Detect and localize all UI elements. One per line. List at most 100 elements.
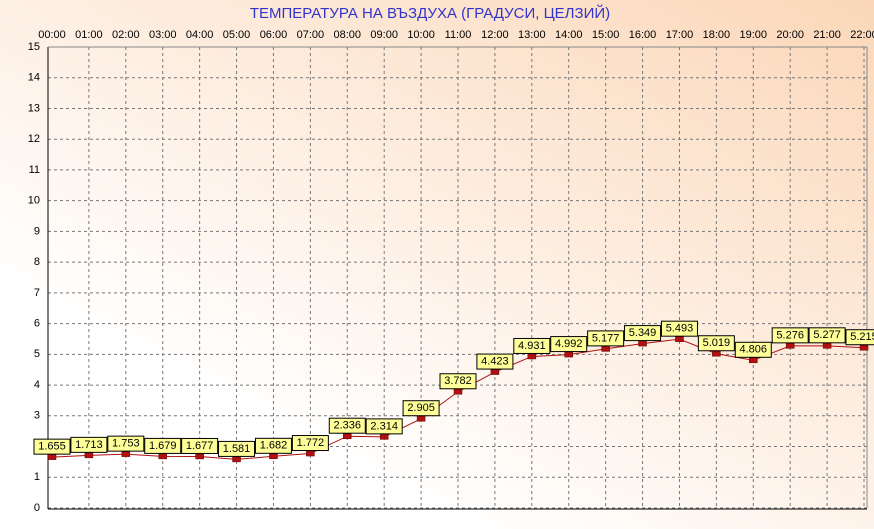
value-label: 2.314 <box>370 420 398 432</box>
value-label-box <box>33 438 71 455</box>
value-label-box <box>144 437 182 454</box>
value-label-box <box>734 341 772 358</box>
value-label-box <box>550 336 588 353</box>
point-marker <box>675 336 684 342</box>
value-label-box <box>365 418 403 435</box>
x-tick-label: 09:00 <box>370 29 398 41</box>
x-tick-label: 11:00 <box>445 29 472 41</box>
value-label-box <box>439 373 477 390</box>
x-tick-label: 02:00 <box>112 29 140 41</box>
value-label: 5.349 <box>629 327 657 339</box>
value-label: 5.215 <box>850 331 874 343</box>
x-tick-label: 19:00 <box>740 29 768 41</box>
y-tick-label: 12 <box>28 133 40 145</box>
x-tick-label: 04:00 <box>186 29 214 41</box>
value-label-box <box>697 335 735 352</box>
x-tick-label: 13:00 <box>518 29 546 41</box>
x-tick-label: 17:00 <box>666 29 694 41</box>
point-marker <box>638 340 647 347</box>
point-marker <box>47 454 57 460</box>
x-tick-label: 18:00 <box>703 29 731 41</box>
point-marker <box>416 415 426 422</box>
point-marker <box>343 433 352 439</box>
value-label-box <box>808 327 846 344</box>
value-label: 1.679 <box>149 440 177 452</box>
y-tick-label: 5 <box>34 348 40 360</box>
point-marker <box>822 343 832 349</box>
point-marker <box>712 350 721 357</box>
x-tick-label: 05:00 <box>223 29 251 41</box>
value-label: 4.931 <box>518 340 546 352</box>
value-label-box <box>476 353 514 370</box>
y-tick-label: 13 <box>28 102 40 114</box>
value-label: 1.677 <box>186 440 214 452</box>
x-tick-label: 14:00 <box>555 29 583 41</box>
value-label: 1.655 <box>38 441 66 453</box>
point-marker <box>306 450 315 457</box>
x-tick-label: 06:00 <box>260 29 288 41</box>
value-label-box <box>254 437 292 454</box>
value-label-box <box>291 435 329 452</box>
value-label: 1.753 <box>112 438 140 450</box>
value-label: 1.682 <box>260 440 288 452</box>
y-tick-label: 9 <box>34 225 40 237</box>
value-label-box <box>771 327 809 344</box>
point-marker <box>232 456 241 463</box>
value-label: 5.277 <box>813 329 841 341</box>
x-tick-label: 21:00 <box>813 29 841 41</box>
x-tick-label: 16:00 <box>629 29 657 41</box>
value-label: 4.423 <box>481 355 509 367</box>
value-label-box <box>218 440 256 457</box>
y-tick-label: 10 <box>28 195 40 207</box>
value-label-box <box>660 320 698 337</box>
point-marker <box>749 357 758 364</box>
value-label-box <box>402 400 440 417</box>
value-label-box <box>587 330 625 347</box>
value-label: 4.992 <box>555 338 583 350</box>
value-label: 1.581 <box>223 443 251 455</box>
x-tick-label: 20:00 <box>776 29 804 41</box>
y-tick-label: 14 <box>28 72 40 84</box>
point-marker <box>269 453 278 460</box>
value-label: 1.713 <box>75 439 103 451</box>
value-label: 5.177 <box>592 332 620 344</box>
x-tick-label: 22:00 <box>850 29 874 41</box>
value-label: 5.493 <box>666 323 694 335</box>
value-label-box <box>845 329 874 346</box>
value-label: 4.806 <box>740 344 768 356</box>
y-tick-label: 11 <box>29 164 40 176</box>
y-tick-label: 15 <box>28 41 40 53</box>
value-label-box <box>513 337 551 354</box>
point-marker <box>785 343 795 349</box>
y-tick-label: 7 <box>34 287 40 299</box>
y-tick-label: 0 <box>34 502 40 514</box>
value-label: 2.905 <box>407 402 435 414</box>
y-tick-label: 1 <box>34 471 40 483</box>
value-label: 3.782 <box>444 375 472 387</box>
point-marker <box>564 351 573 358</box>
y-tick-label: 3 <box>34 410 40 422</box>
x-tick-label: 00:00 <box>38 29 66 41</box>
x-tick-label: 12:00 <box>481 29 509 41</box>
value-label-box <box>624 325 662 342</box>
point-marker <box>490 369 500 375</box>
point-marker <box>84 452 94 459</box>
value-label: 2.336 <box>334 420 362 432</box>
x-tick-label: 03:00 <box>149 29 177 41</box>
value-label: 1.772 <box>297 437 325 449</box>
value-label-box <box>328 417 366 434</box>
value-label: 5.019 <box>703 337 731 349</box>
point-marker <box>195 453 204 460</box>
point-marker <box>379 434 389 440</box>
y-tick-label: 4 <box>34 379 40 391</box>
point-marker <box>859 344 869 351</box>
value-label-box <box>70 436 108 453</box>
y-tick-label: 8 <box>34 256 40 268</box>
x-tick-label: 15:00 <box>592 29 620 41</box>
point-marker <box>121 451 131 457</box>
x-tick-label: 01:00 <box>75 29 103 41</box>
point-marker <box>453 389 463 395</box>
y-tick-label: 6 <box>34 318 40 330</box>
point-marker <box>527 353 537 360</box>
